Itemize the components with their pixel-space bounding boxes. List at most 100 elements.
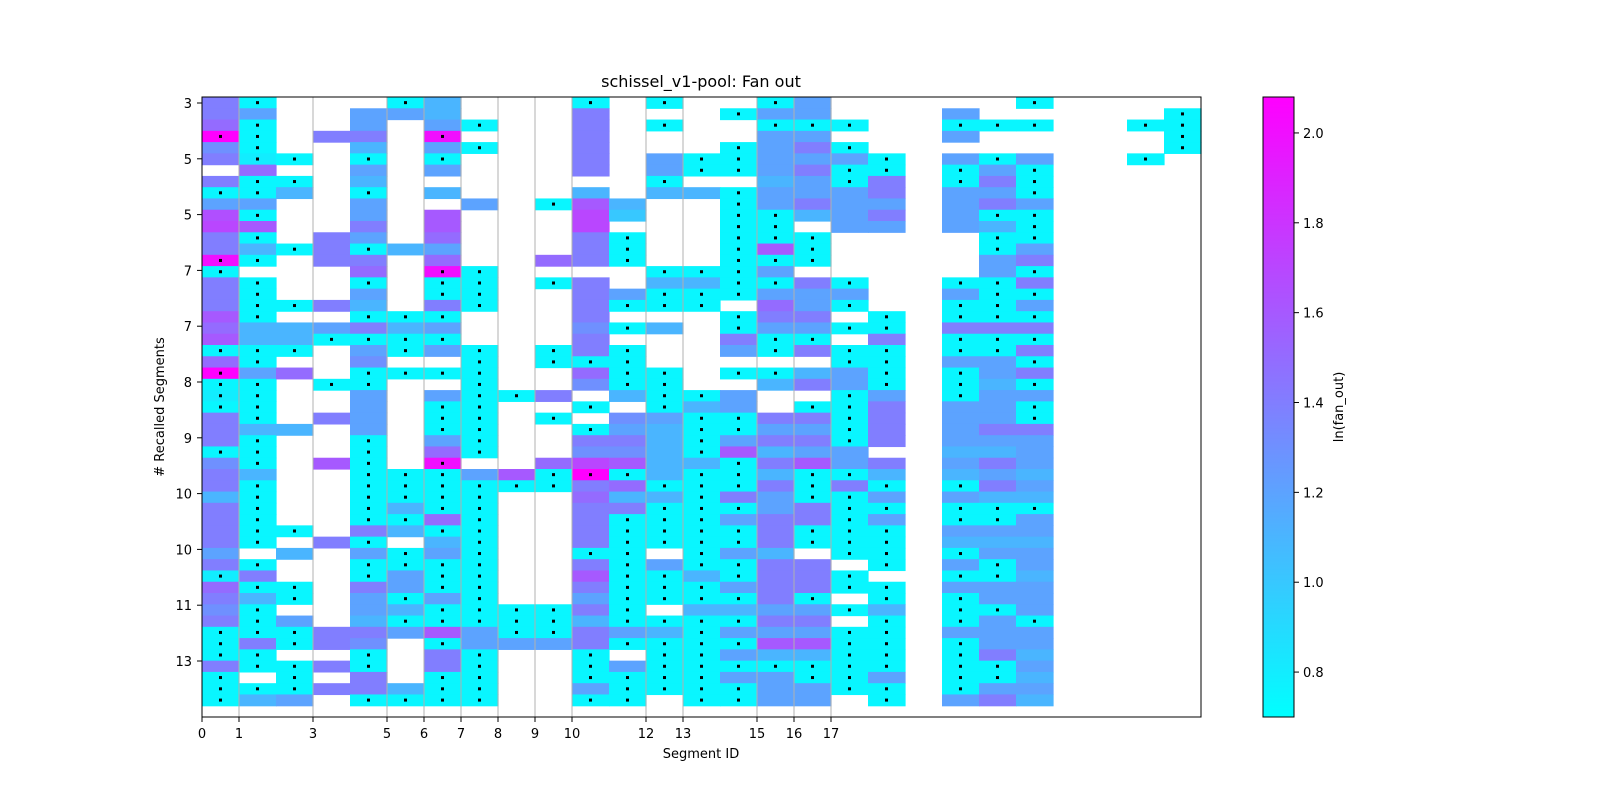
heatmap-cell <box>794 108 832 121</box>
cell-marker <box>219 698 222 702</box>
heatmap-cell <box>794 559 832 572</box>
heatmap-cell <box>202 593 240 605</box>
cell-marker <box>256 619 259 623</box>
heatmap-cell <box>1016 649 1054 662</box>
cell-marker <box>256 360 259 364</box>
cell-marker <box>774 225 777 229</box>
heatmap-cell <box>720 491 758 504</box>
heatmap-cell <box>794 311 832 324</box>
cell-marker <box>330 382 333 386</box>
cell-marker <box>996 281 999 285</box>
cell-marker <box>404 349 407 353</box>
cell-marker <box>256 687 259 691</box>
cell-marker <box>663 180 666 184</box>
cell-marker <box>737 191 740 195</box>
cell-marker <box>885 585 888 589</box>
heatmap-cell <box>757 649 795 662</box>
heatmap-cell <box>646 559 684 572</box>
heatmap-cell <box>424 142 462 154</box>
cell-marker <box>811 123 814 127</box>
cell-marker <box>1033 405 1036 409</box>
heatmap-cell <box>646 446 684 459</box>
cell-marker <box>996 608 999 612</box>
heatmap-cell <box>979 525 1017 538</box>
cell-marker <box>367 653 370 657</box>
cell-marker <box>219 371 222 375</box>
cell-marker <box>848 506 851 510</box>
cell-marker <box>848 676 851 680</box>
cell-marker <box>1144 123 1147 127</box>
cell-marker <box>478 506 481 510</box>
cell-marker <box>626 326 629 330</box>
plot-frame <box>201 96 1202 718</box>
cell-marker <box>552 619 555 623</box>
heatmap-cell <box>202 243 240 256</box>
heatmap-cell <box>350 108 388 121</box>
cell-marker <box>700 473 703 477</box>
cell-marker <box>700 506 703 510</box>
cell-marker <box>959 371 962 375</box>
heatmap-cell <box>757 299 795 312</box>
heatmap-cell <box>1016 626 1054 639</box>
heatmap-cell <box>831 187 869 200</box>
cell-marker <box>959 597 962 601</box>
colorbar-tick-label: 1.0 <box>1303 576 1324 591</box>
cell-marker <box>626 258 629 262</box>
cell-marker <box>1181 146 1184 150</box>
cell-marker <box>367 473 370 477</box>
heatmap-cell <box>424 232 462 245</box>
cell-marker <box>700 428 703 432</box>
cell-marker <box>700 518 703 522</box>
cell-marker <box>885 563 888 567</box>
cell-marker <box>367 563 370 567</box>
cell-marker <box>515 608 518 612</box>
heatmap-cell <box>683 277 721 290</box>
heatmap-cell <box>424 649 462 662</box>
heatmap-cell <box>794 446 832 459</box>
heatmap-cell <box>794 423 832 436</box>
heatmap-cell <box>202 299 240 312</box>
cell-marker <box>552 202 555 206</box>
heatmap-cell <box>609 435 647 448</box>
heatmap-cell <box>498 469 536 481</box>
heatmap-cell <box>350 638 388 650</box>
heatmap-cell <box>683 604 721 617</box>
cell-marker <box>256 405 259 409</box>
heatmap-cell <box>202 97 240 109</box>
cell-marker <box>959 574 962 578</box>
cell-marker <box>478 653 481 657</box>
x-axis-ticks: 0 1 3 5 6 7 8 9 10 12 13 15 16 17 <box>198 717 839 742</box>
cell-marker <box>885 484 888 488</box>
x-tick-label: 10 <box>564 727 581 742</box>
cell-marker <box>848 642 851 646</box>
heatmap-cell <box>757 626 795 639</box>
heatmap-cell <box>831 367 869 380</box>
cell-marker <box>256 349 259 353</box>
heatmap-cell <box>831 198 869 211</box>
cell-marker <box>256 653 259 657</box>
cell-marker <box>1033 101 1036 105</box>
cell-marker <box>774 664 777 668</box>
cell-marker <box>1033 506 1036 510</box>
y-tick-label: 10 <box>175 488 192 503</box>
cell-marker <box>589 360 592 364</box>
cell-marker <box>441 698 444 702</box>
heatmap-cell <box>572 559 610 572</box>
heatmap-cell <box>350 671 388 684</box>
heatmap-cell <box>424 119 462 132</box>
x-tick-label: 8 <box>494 727 502 742</box>
heatmap-cell <box>942 153 980 166</box>
cell-marker <box>700 304 703 308</box>
cell-marker <box>478 146 481 150</box>
heatmap-cell <box>202 142 240 154</box>
heatmap-cell <box>424 97 462 109</box>
cell-marker <box>589 653 592 657</box>
heatmap-cell <box>794 412 832 425</box>
heatmap-cell <box>979 390 1017 402</box>
cell-marker <box>589 101 592 105</box>
heatmap-cell <box>979 615 1017 628</box>
heatmap-cell <box>572 153 610 166</box>
heatmap-cell <box>572 108 610 121</box>
cell-marker <box>737 371 740 375</box>
heatmap-cell <box>942 457 980 470</box>
